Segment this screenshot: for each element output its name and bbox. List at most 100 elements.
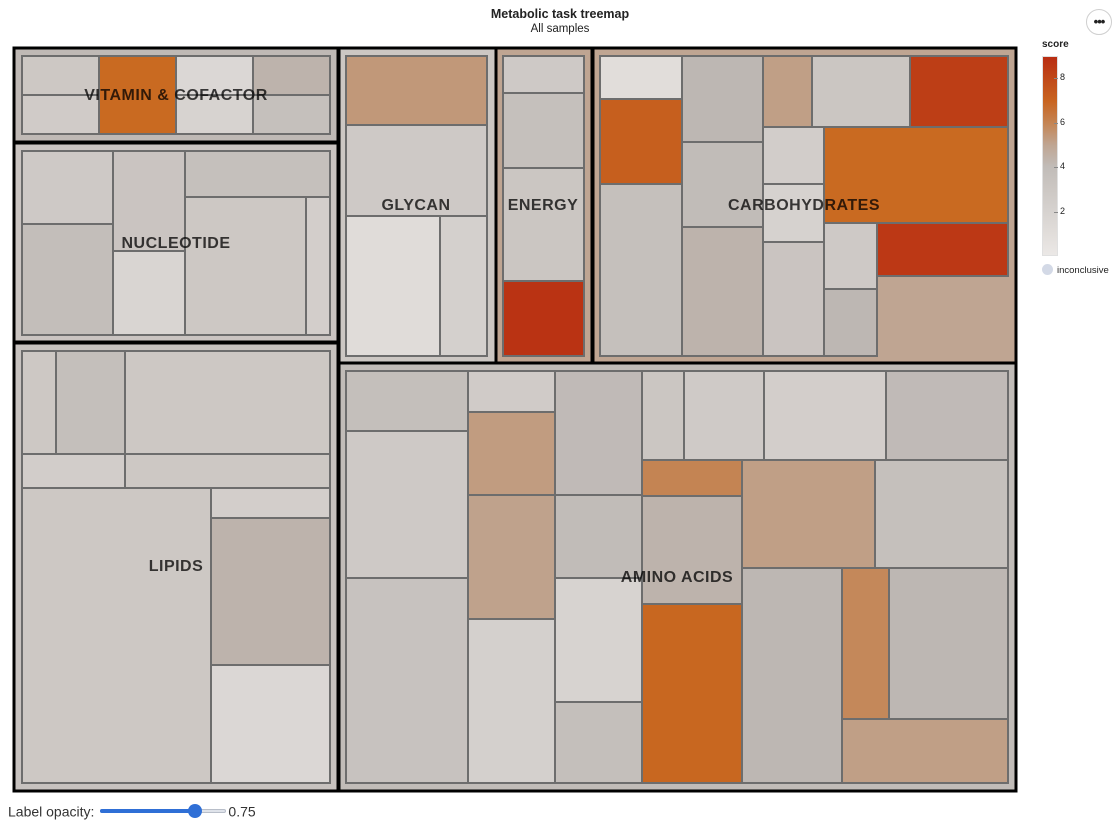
treemap-tile[interactable] bbox=[21, 487, 212, 784]
treemap-tile[interactable] bbox=[763, 370, 887, 461]
treemap-tile[interactable] bbox=[554, 577, 643, 703]
treemap-tile[interactable] bbox=[210, 517, 331, 666]
treemap-tile[interactable] bbox=[641, 495, 743, 605]
treemap-tile[interactable] bbox=[21, 150, 114, 225]
treemap-tile[interactable] bbox=[184, 150, 331, 198]
legend-tick-mark bbox=[1054, 211, 1058, 213]
legend-tick-mark bbox=[1054, 122, 1058, 124]
treemap-tile[interactable] bbox=[641, 459, 743, 497]
chart-title: Metabolic task treemap bbox=[490, 7, 630, 21]
treemap-tile[interactable] bbox=[762, 183, 825, 243]
label-opacity-value: 0.75 bbox=[228, 803, 256, 820]
group-label: LIPIDS bbox=[149, 558, 204, 575]
treemap-tile[interactable] bbox=[184, 196, 307, 336]
inconclusive-dot-icon bbox=[1042, 264, 1053, 275]
treemap-tile[interactable] bbox=[599, 55, 683, 100]
group-glycan bbox=[337, 46, 498, 365]
treemap-tile[interactable] bbox=[681, 141, 764, 228]
group-label: VITAMIN & COFACTOR bbox=[84, 87, 268, 104]
legend-title: score bbox=[1042, 39, 1069, 50]
treemap-tile[interactable] bbox=[841, 718, 1009, 784]
treemap-tile[interactable] bbox=[21, 453, 126, 489]
treemap-tile[interactable] bbox=[599, 98, 683, 185]
legend-color-bar bbox=[1042, 56, 1058, 256]
treemap-tile[interactable] bbox=[599, 183, 683, 357]
legend-inconclusive: inconclusive bbox=[1042, 264, 1109, 276]
legend-tick-mark bbox=[1054, 78, 1058, 80]
treemap-tile[interactable] bbox=[21, 94, 100, 135]
treemap: VITAMIN & COFACTOR NUCLEOTIDE GLYCAN ENERGY… bbox=[12, 46, 1018, 793]
group-amino-acids bbox=[337, 361, 1018, 793]
group-label: AMINO ACIDS bbox=[621, 569, 733, 586]
treemap-tile[interactable] bbox=[345, 577, 469, 784]
treemap-tile[interactable] bbox=[21, 350, 57, 455]
group-label: ENERGY bbox=[508, 197, 579, 214]
treemap-tile[interactable] bbox=[681, 55, 764, 143]
legend-tick-label: 4 bbox=[1060, 161, 1066, 172]
group-energy bbox=[494, 46, 594, 365]
treemap-tile[interactable] bbox=[885, 370, 1009, 461]
treemap-tile[interactable] bbox=[345, 215, 441, 357]
treemap-tile[interactable] bbox=[210, 664, 331, 784]
treemap-tile[interactable] bbox=[683, 370, 765, 461]
treemap-tile[interactable] bbox=[681, 226, 764, 357]
chart-subtitle: All samples bbox=[530, 23, 590, 35]
legend-tick-mark bbox=[1054, 167, 1058, 169]
treemap-tile[interactable] bbox=[345, 430, 469, 579]
label-opacity-label: Label opacity: bbox=[8, 803, 95, 820]
treemap-tile[interactable] bbox=[841, 567, 890, 720]
treemap-tile[interactable] bbox=[811, 55, 911, 128]
treemap-tile[interactable] bbox=[874, 459, 1009, 569]
group-lipids bbox=[12, 341, 340, 793]
treemap-tile[interactable] bbox=[641, 370, 685, 461]
treemap-tile[interactable] bbox=[439, 215, 488, 357]
legend-tick-label: 6 bbox=[1060, 116, 1066, 127]
treemap-tile[interactable] bbox=[876, 222, 1009, 277]
treemap-tile[interactable] bbox=[210, 487, 331, 519]
treemap-tile[interactable] bbox=[762, 126, 825, 185]
group-nucleotide bbox=[12, 141, 340, 344]
treemap-tile[interactable] bbox=[467, 494, 556, 620]
treemap-tile[interactable] bbox=[345, 124, 488, 217]
treemap-tile[interactable] bbox=[641, 603, 743, 784]
treemap-tile[interactable] bbox=[502, 92, 585, 169]
treemap-tile[interactable] bbox=[252, 94, 331, 135]
treemap-tile[interactable] bbox=[305, 196, 331, 336]
slider-thumb[interactable] bbox=[187, 804, 202, 819]
treemap-tile[interactable] bbox=[112, 250, 186, 336]
treemap-tile[interactable] bbox=[741, 567, 843, 784]
treemap-tile[interactable] bbox=[909, 55, 1009, 128]
group-label: CARBOHYDRATES bbox=[728, 197, 880, 214]
treemap-tile[interactable] bbox=[762, 55, 813, 128]
treemap-tile[interactable] bbox=[762, 241, 825, 357]
treemap-tile[interactable] bbox=[741, 459, 876, 569]
treemap-tile[interactable] bbox=[345, 370, 469, 432]
treemap-tile[interactable] bbox=[823, 126, 1009, 224]
inconclusive-label: inconclusive bbox=[1057, 265, 1109, 276]
treemap-tile[interactable] bbox=[345, 55, 488, 126]
legend-tick-label: 8 bbox=[1060, 72, 1066, 83]
treemap-tile[interactable] bbox=[823, 222, 878, 290]
treemap-tile[interactable] bbox=[502, 280, 585, 357]
treemap-tile[interactable] bbox=[502, 55, 585, 94]
treemap-tile[interactable] bbox=[467, 618, 556, 784]
treemap-tile[interactable] bbox=[175, 55, 254, 96]
group-label: GLYCAN bbox=[381, 197, 450, 214]
treemap-tile[interactable] bbox=[21, 223, 114, 336]
treemap-tile[interactable] bbox=[98, 55, 177, 135]
treemap-tile[interactable] bbox=[823, 288, 878, 357]
treemap-tile[interactable] bbox=[467, 370, 556, 413]
treemap-tile[interactable] bbox=[124, 350, 331, 455]
group-label: NUCLEOTIDE bbox=[122, 235, 231, 252]
treemap-tile[interactable] bbox=[554, 370, 643, 496]
treemap-tile[interactable] bbox=[467, 411, 556, 496]
treemap-tile[interactable] bbox=[888, 567, 1009, 720]
treemap-tile[interactable] bbox=[175, 94, 254, 135]
treemap-tile[interactable] bbox=[55, 350, 126, 455]
treemap-tile[interactable] bbox=[554, 701, 643, 784]
treemap-tile[interactable] bbox=[124, 453, 331, 489]
treemap-tile[interactable] bbox=[554, 494, 643, 579]
more-options-icon[interactable]: ••• bbox=[1086, 9, 1112, 35]
label-opacity-slider[interactable] bbox=[100, 804, 227, 819]
treemap-tile[interactable] bbox=[502, 167, 585, 282]
